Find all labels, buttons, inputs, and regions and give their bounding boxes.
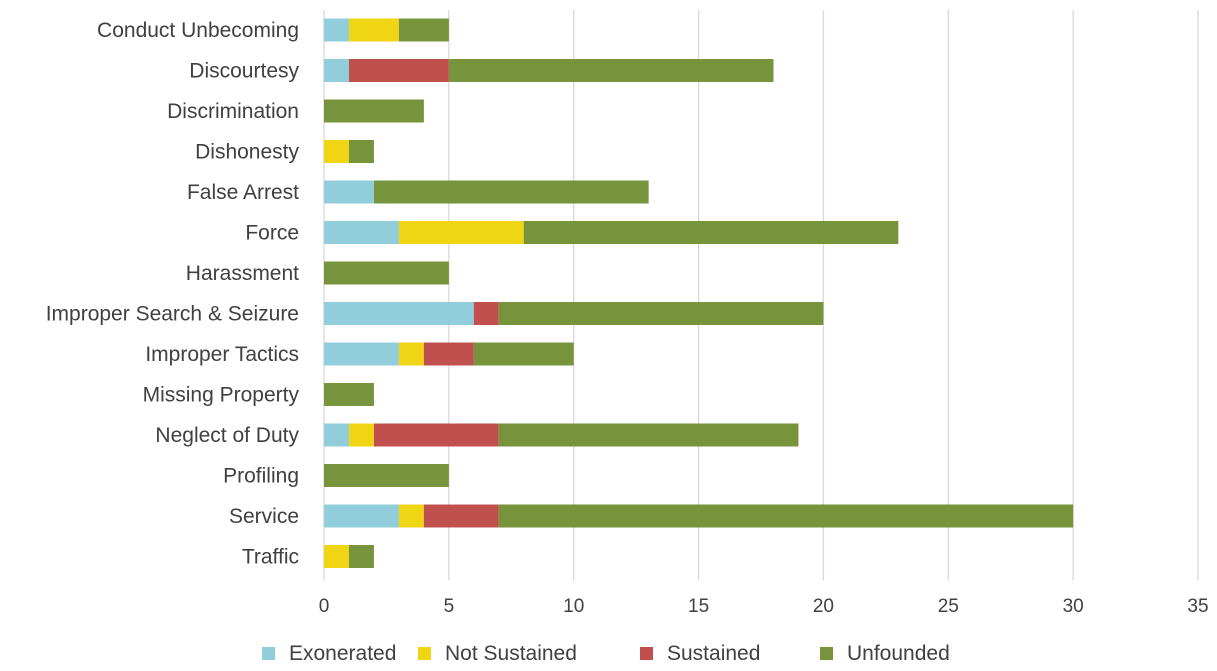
category-label: Improper Tactics [145, 343, 299, 366]
gridlines [323, 10, 1199, 581]
category-labels: Conduct Unbecoming Discourtesy Discriminat… [46, 19, 300, 569]
bar-segment-exonerated [324, 180, 374, 204]
category-label: Improper Search & Seizure [46, 303, 299, 326]
category-label: False Arrest [187, 181, 299, 204]
bar-segment-unfounded [498, 423, 799, 447]
x-tick-label: 20 [813, 596, 834, 617]
category-label: Harassment [186, 262, 299, 285]
x-tick-label: 35 [1187, 596, 1208, 617]
legend-label: Not Sustained [445, 642, 577, 665]
bar-segment-exonerated [324, 59, 349, 82]
bar-segment-not-sustained [348, 423, 374, 447]
bar-segment-not-sustained [398, 221, 524, 244]
legend-swatch [418, 647, 431, 660]
legend-swatch [820, 647, 833, 660]
legend-swatch [262, 647, 275, 660]
bar-segment-unfounded [498, 302, 824, 325]
x-axis-tick-labels: 0 5 10 15 20 25 30 35 [319, 596, 1209, 617]
category-label: Conduct Unbecoming [97, 19, 299, 42]
x-tick-label: 15 [688, 596, 709, 617]
bar-segment-exonerated [324, 302, 474, 325]
category-label: Dishonesty [195, 141, 299, 164]
bar-segment-exonerated [324, 221, 399, 244]
bar-segment-sustained [348, 59, 449, 82]
bar-segment-unfounded [448, 59, 774, 82]
bar-segment-unfounded [324, 383, 374, 406]
bar-segment-exonerated [324, 342, 399, 366]
bar-segment-unfounded [348, 545, 374, 568]
legend-label: Sustained [667, 642, 760, 665]
bar-segment-unfounded [523, 221, 899, 244]
x-tick-label: 0 [319, 596, 330, 617]
bar-segment-not-sustained [398, 342, 424, 366]
category-label: Service [229, 505, 299, 528]
bar-segment-not-sustained [324, 545, 349, 568]
category-label: Missing Property [143, 384, 300, 407]
bar-segment-exonerated [324, 18, 349, 42]
bar-segment-sustained [373, 423, 499, 447]
bar-segment-unfounded [324, 99, 424, 123]
legend-label: Unfounded [847, 642, 950, 665]
bar-segment-sustained [423, 342, 474, 366]
x-tick-label: 10 [563, 596, 584, 617]
bar-segment-unfounded [324, 464, 449, 487]
legend-swatch [640, 647, 653, 660]
bar-segment-unfounded [348, 140, 374, 163]
x-tick-label: 30 [1063, 596, 1084, 617]
category-label: Discourtesy [189, 60, 299, 83]
legend: Exonerated Not Sustained Sustained Unfounde… [262, 642, 950, 665]
category-label: Traffic [242, 546, 299, 569]
bar-segment-unfounded [398, 18, 449, 42]
category-label: Discrimination [167, 100, 299, 123]
bar-segment-exonerated [324, 423, 349, 447]
bar-segment-not-sustained [348, 18, 399, 42]
category-label: Force [245, 222, 299, 245]
bar-segment-sustained [423, 504, 499, 528]
x-tick-label: 5 [444, 596, 455, 617]
category-label: Neglect of Duty [155, 424, 299, 447]
bar-segment-unfounded [473, 342, 574, 366]
bar-segment-unfounded [324, 261, 449, 285]
bar-segment-sustained [473, 302, 499, 325]
bar-segment-not-sustained [324, 140, 349, 163]
x-tick-label: 25 [938, 596, 959, 617]
bar-segment-not-sustained [398, 504, 424, 528]
bar-segment-exonerated [324, 504, 399, 528]
bars [324, 18, 1074, 568]
bar-segment-unfounded [498, 504, 1074, 528]
legend-label: Exonerated [289, 642, 396, 665]
category-label: Profiling [223, 465, 299, 488]
bar-segment-unfounded [373, 180, 649, 204]
